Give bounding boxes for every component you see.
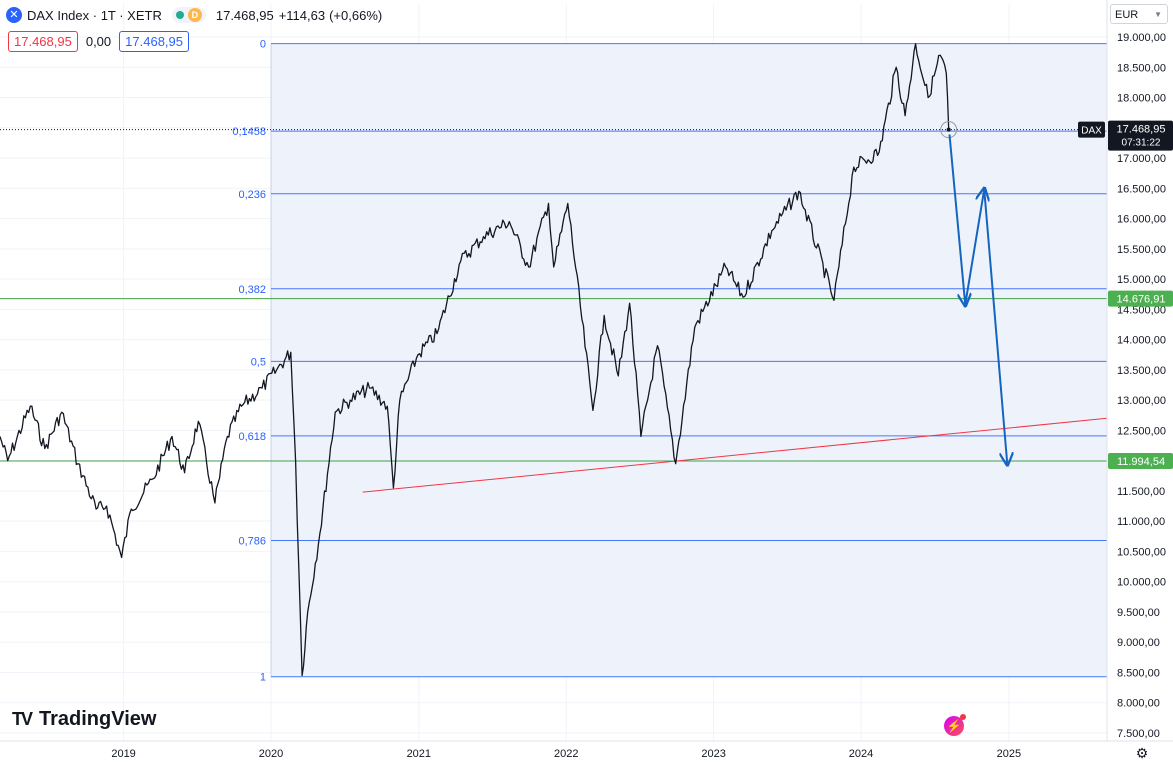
delay-badge: D [187,8,202,22]
fib-level-label: 0,5 [251,356,266,368]
y-tick-label: 13.500,00 [1117,365,1166,377]
x-tick-label: 2019 [111,748,135,760]
y-tick-label: 11.000,00 [1117,516,1165,528]
projection-arrow [964,190,984,305]
status-pill[interactable]: D [171,7,206,23]
chevron-down-icon: ▼ [1154,10,1162,19]
x-tick-label: 2020 [259,748,283,760]
y-tick-label: 7.500,00 [1117,728,1160,740]
y-tick-label: 14.500,00 [1117,304,1166,316]
tradingview-mark-icon: TV [12,709,33,729]
buy-button[interactable]: 17.468,95 [119,31,189,52]
fib-level-label: 0,786 [238,536,266,548]
y-tick-label: 14.000,00 [1117,335,1166,347]
fib-level-label: 0,236 [238,189,266,201]
support-price-tag [1108,452,1173,469]
price-change-pct: (+0,66%) [329,7,383,23]
trendline [362,417,1108,493]
x-tick-label: 2024 [849,748,873,760]
tradingview-logo[interactable]: TV TradingView [12,708,156,731]
symbol-tag [1078,121,1105,138]
y-tick-label: 10.500,00 [1117,546,1166,558]
bar-countdown-label: 07:31:22 [1122,138,1161,149]
support-price-label: 14.676,91 [1117,294,1166,306]
x-tick-label: 2025 [997,748,1021,760]
fib-level-label: 1 [260,672,266,684]
y-tick-label: 12.500,00 [1117,425,1166,437]
symbol-title[interactable]: DAX Index · 1T · XETR [27,7,162,23]
market-open-dot-icon [175,11,184,19]
y-tick-label: 15.000,00 [1117,274,1166,286]
tradingview-wordmark: TradingView [39,708,157,730]
y-tick-label: 18.500,00 [1117,62,1166,74]
symbol-header: ✕ DAX Index · 1T · XETR D 17.468,95 +114… [6,5,382,25]
support-price-label: 11.994,54 [1117,456,1165,468]
notification-dot [960,714,966,720]
x-tick-label: 2022 [554,748,578,760]
current-price-tag [1108,120,1173,151]
y-tick-label: 9.500,00 [1117,607,1160,619]
lightning-icon[interactable]: ⚡ [944,714,966,736]
currency-select[interactable]: EUR ▼ [1110,4,1168,24]
price-change: +114,63 [278,7,326,23]
currency-label: EUR [1115,9,1139,21]
current-price-dot [946,127,951,132]
time-axis-bg [0,741,1173,766]
current-price-label: 17.468,95 [1117,124,1166,136]
y-tick-label: 11.500,00 [1117,486,1165,498]
fib-level-label: 0,618 [238,431,266,443]
y-tick-label: 8.500,00 [1117,667,1160,679]
current-price-highlight [940,121,958,139]
projection-arrow [983,189,1007,464]
trade-buttons: 17.468,95 0,00 17.468,95 [8,31,189,52]
price-axis-bg [1107,0,1173,766]
y-tick-label: 16.500,00 [1117,183,1166,195]
support-price-tag [1108,290,1173,307]
fib-level-label: 0,1458 [232,126,266,138]
y-tick-label: 9.000,00 [1117,637,1160,649]
y-tick-label: 18.000,00 [1117,93,1166,105]
y-tick-label: 16.000,00 [1117,214,1166,226]
x-circle-icon[interactable]: ✕ [6,7,22,23]
y-tick-label: 10.000,00 [1117,577,1166,589]
y-tick-label: 13.000,00 [1117,395,1166,407]
y-tick-label: 19.000,00 [1117,32,1166,44]
y-tick-label: 15.500,00 [1117,244,1166,256]
fibonacci-zone [270,43,1108,677]
fib-level-label: 0,382 [238,284,266,296]
sell-button[interactable]: 17.468,95 [8,31,78,52]
symbol-tag-label: DAX [1081,126,1102,137]
dax-price-series [0,43,950,677]
last-price: 17.468,95 [215,7,274,23]
projection-arrow [948,134,965,304]
spread-value: 0,00 [85,34,112,49]
fib-level-label: 0 [260,39,266,51]
x-tick-label: 2021 [407,748,431,760]
x-tick-label: 2023 [701,748,725,760]
y-tick-label: 17.000,00 [1117,153,1166,165]
y-tick-label: 8.000,00 [1117,698,1160,710]
settings-gear-icon[interactable]: ⚙ [1135,745,1149,761]
